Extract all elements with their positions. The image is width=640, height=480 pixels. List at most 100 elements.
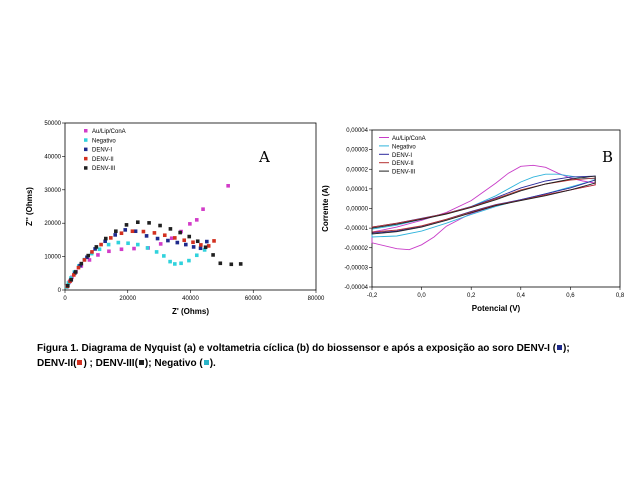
data-point bbox=[212, 239, 216, 243]
data-point bbox=[132, 246, 136, 251]
data-point bbox=[226, 183, 230, 188]
x-axis-label: Z' (Ohms) bbox=[172, 307, 209, 316]
data-point bbox=[155, 236, 160, 241]
y-tick-label: 30000 bbox=[44, 188, 61, 194]
data-point bbox=[154, 250, 159, 254]
data-point bbox=[66, 283, 70, 288]
data-point bbox=[97, 247, 102, 252]
data-point bbox=[202, 248, 207, 252]
data-point bbox=[205, 239, 209, 244]
data-point bbox=[114, 229, 118, 234]
data-point bbox=[229, 262, 234, 267]
y-tick-label: 0,00002 bbox=[346, 167, 368, 173]
data-point bbox=[162, 233, 167, 238]
data-point bbox=[178, 230, 182, 235]
legend-swatch bbox=[84, 147, 88, 152]
data-point bbox=[116, 240, 121, 245]
data-point bbox=[147, 221, 151, 225]
data-point bbox=[73, 270, 78, 274]
data-point bbox=[218, 261, 223, 266]
data-point bbox=[188, 222, 192, 226]
data-point bbox=[135, 242, 140, 247]
data-point bbox=[130, 229, 135, 234]
data-point bbox=[166, 238, 170, 243]
legend-swatch bbox=[84, 156, 88, 161]
x-axis-label: Potencial (V) bbox=[472, 304, 521, 313]
data-point bbox=[158, 242, 163, 246]
x-tick-label: 0,2 bbox=[467, 293, 476, 299]
y-axis-label: Corrente (A) bbox=[321, 185, 330, 232]
data-point bbox=[199, 243, 203, 247]
y-axis-label: Z'' (Ohms) bbox=[25, 187, 34, 226]
y-tick-label: 20000 bbox=[44, 221, 61, 227]
data-point bbox=[203, 245, 208, 250]
x-tick-label: 20000 bbox=[119, 296, 136, 302]
y-tick-label: 0 bbox=[58, 288, 62, 294]
data-point bbox=[179, 261, 183, 266]
data-point bbox=[87, 258, 92, 262]
data-point bbox=[168, 227, 173, 231]
data-point bbox=[99, 242, 103, 247]
data-point bbox=[79, 261, 84, 266]
caption-line2d: ). bbox=[209, 358, 216, 369]
data-point bbox=[173, 236, 177, 240]
data-point bbox=[76, 265, 81, 270]
y-tick-label: 50000 bbox=[44, 121, 61, 127]
caption-swatch-denv3 bbox=[138, 360, 144, 365]
figure-caption: Figura 1. Diagrama de Nyquist (a) e volt… bbox=[37, 341, 617, 371]
data-point bbox=[162, 254, 166, 258]
data-point bbox=[119, 231, 124, 236]
data-point bbox=[194, 253, 199, 258]
data-point bbox=[93, 247, 97, 251]
y-tick-label: 0,00000 bbox=[346, 207, 368, 213]
data-point bbox=[86, 253, 91, 258]
x-tick-label: 0 bbox=[63, 296, 67, 302]
series-line bbox=[371, 175, 596, 235]
data-point bbox=[82, 258, 87, 262]
legend-label: DENV-I bbox=[392, 153, 412, 159]
data-point bbox=[78, 263, 82, 268]
data-point bbox=[182, 238, 187, 243]
data-point bbox=[124, 223, 129, 227]
data-point bbox=[103, 239, 107, 244]
data-point bbox=[169, 236, 174, 241]
legend-swatch bbox=[84, 129, 88, 133]
series-line bbox=[371, 164, 596, 251]
legend-label: DENV-III bbox=[92, 166, 116, 172]
panel-label: A bbox=[258, 148, 270, 166]
data-point bbox=[183, 242, 188, 247]
y-tick-label: 0,00001 bbox=[346, 187, 368, 193]
caption-swatch-denv2 bbox=[77, 360, 83, 365]
data-point bbox=[168, 259, 172, 264]
caption-line2c: ); Negativo ( bbox=[144, 358, 203, 369]
legend-label: DENV-II bbox=[92, 157, 114, 163]
data-point bbox=[187, 258, 191, 263]
data-point bbox=[135, 220, 140, 224]
data-point bbox=[198, 246, 203, 251]
data-point bbox=[109, 236, 113, 240]
data-point bbox=[106, 242, 111, 247]
data-point bbox=[206, 244, 211, 248]
data-point bbox=[195, 239, 200, 244]
data-point bbox=[71, 273, 76, 277]
y-tick-label: 40000 bbox=[44, 154, 61, 160]
series-line bbox=[371, 173, 596, 238]
data-point bbox=[175, 240, 180, 245]
caption-line2a: DENV-II( bbox=[37, 358, 77, 369]
y-tick-label: -0,00004 bbox=[344, 285, 368, 291]
y-tick-label: -0,00001 bbox=[344, 226, 368, 232]
legend-label: DENV-I bbox=[92, 148, 112, 154]
x-tick-label: -0,2 bbox=[367, 293, 378, 299]
data-point bbox=[187, 234, 192, 239]
data-point bbox=[152, 231, 157, 235]
data-point bbox=[119, 247, 124, 252]
x-tick-label: 40000 bbox=[182, 296, 199, 302]
data-point bbox=[158, 223, 162, 228]
data-point bbox=[133, 229, 138, 234]
y-tick-label: 10000 bbox=[44, 255, 61, 261]
series-line bbox=[371, 177, 596, 233]
data-point bbox=[141, 229, 146, 234]
legend-swatch bbox=[84, 166, 88, 170]
data-point bbox=[90, 250, 94, 254]
data-point bbox=[201, 207, 205, 211]
